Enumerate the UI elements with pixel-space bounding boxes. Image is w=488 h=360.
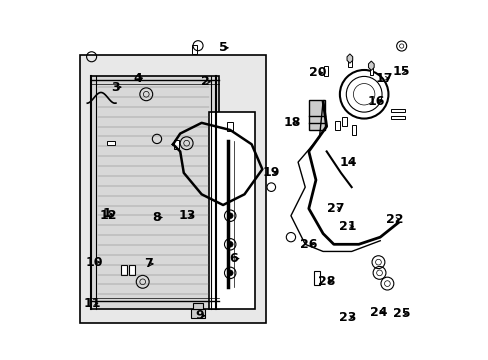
- Bar: [107, 141, 115, 145]
- Text: 6: 6: [229, 252, 238, 265]
- Text: 21: 21: [339, 220, 356, 233]
- Bar: [191, 45, 197, 54]
- Bar: [313, 271, 319, 285]
- Text: 9: 9: [195, 309, 204, 322]
- Text: 20: 20: [308, 66, 326, 79]
- Text: 26: 26: [300, 238, 317, 251]
- Text: 3: 3: [111, 81, 120, 94]
- Bar: [227, 122, 233, 131]
- Text: 23: 23: [339, 311, 356, 324]
- Bar: [208, 112, 255, 309]
- Text: 18: 18: [284, 116, 301, 129]
- Text: 14: 14: [339, 156, 356, 168]
- Text: 4: 4: [133, 72, 142, 85]
- Bar: [351, 125, 355, 135]
- Text: 17: 17: [374, 72, 392, 85]
- Bar: [129, 265, 135, 275]
- Bar: [342, 117, 346, 126]
- Text: 15: 15: [392, 64, 409, 77]
- Text: 5: 5: [218, 41, 227, 54]
- Text: 25: 25: [392, 307, 409, 320]
- Text: 11: 11: [84, 297, 101, 310]
- Circle shape: [227, 270, 233, 276]
- Text: 2: 2: [201, 75, 209, 88]
- Text: 8: 8: [152, 211, 161, 224]
- Polygon shape: [346, 54, 352, 63]
- Bar: [324, 66, 328, 76]
- Bar: [390, 109, 404, 112]
- Text: 16: 16: [367, 95, 385, 108]
- Text: 19: 19: [262, 166, 280, 179]
- Text: 10: 10: [85, 256, 103, 269]
- Circle shape: [227, 213, 233, 219]
- Text: 7: 7: [143, 257, 152, 270]
- Circle shape: [227, 242, 233, 247]
- Text: 13: 13: [178, 209, 196, 222]
- Bar: [369, 64, 372, 75]
- Text: 22: 22: [385, 213, 403, 226]
- Text: 12: 12: [100, 209, 117, 222]
- FancyBboxPatch shape: [80, 55, 265, 323]
- Text: 1: 1: [102, 207, 111, 220]
- Bar: [308, 100, 324, 130]
- Bar: [390, 116, 404, 119]
- Text: 24: 24: [369, 306, 386, 319]
- Bar: [335, 121, 339, 130]
- Bar: [91, 76, 219, 309]
- Bar: [173, 140, 179, 149]
- Bar: [190, 309, 205, 318]
- Bar: [347, 57, 351, 67]
- Text: 27: 27: [326, 202, 344, 215]
- Polygon shape: [367, 61, 373, 70]
- Text: 28: 28: [317, 275, 335, 288]
- Bar: [192, 303, 203, 309]
- Bar: [121, 265, 127, 275]
